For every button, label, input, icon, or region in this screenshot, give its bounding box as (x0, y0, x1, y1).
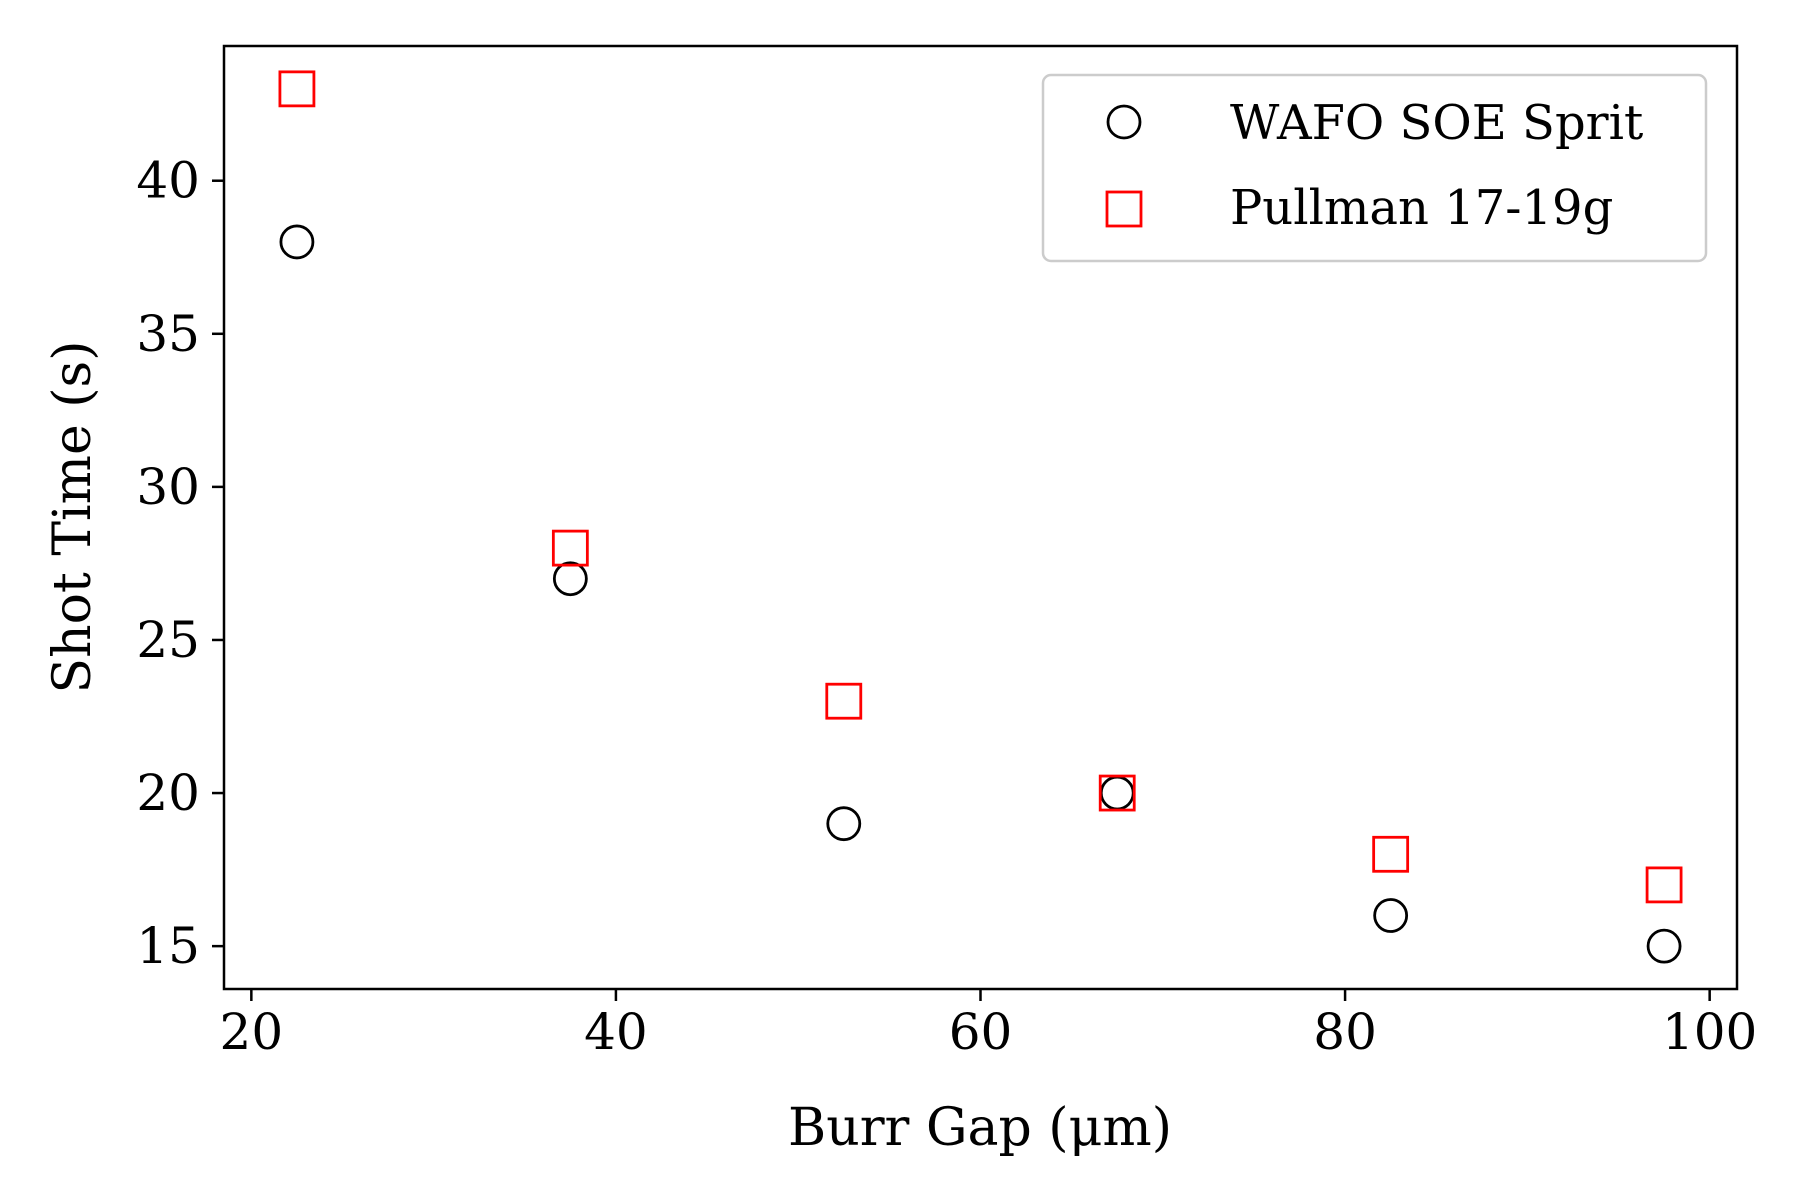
series-1-point (1645, 866, 1683, 904)
series-0-point (1373, 898, 1409, 933)
series-1-point (1098, 774, 1136, 812)
series-0-point (826, 806, 862, 842)
series-1-point (278, 70, 316, 108)
series-0-point (1099, 775, 1135, 811)
x-tick-label: 80 (1313, 1003, 1377, 1061)
legend-box (1041, 73, 1708, 263)
series-0-point (1646, 928, 1682, 964)
legend-marker-wafo (1106, 104, 1142, 140)
y-tick-label: 20 (136, 764, 200, 822)
y-tick-label: 25 (136, 611, 200, 669)
legend-marker-pullman (1105, 190, 1143, 228)
y-tick-label: 30 (136, 458, 200, 516)
x-tick-label: 20 (220, 1003, 284, 1061)
x-axis-label: Burr Gap (μm) (788, 1098, 1172, 1158)
legend: WAFO SOE Sprit Pullman 17-19g (1041, 73, 1708, 263)
series-0-point (279, 224, 315, 260)
x-axis-ticks: 20 40 60 80 100 (220, 989, 1757, 1061)
y-axis-label: Shot Time (s) (43, 340, 103, 693)
legend-label-wafo: WAFO SOE Sprit (1230, 95, 1643, 151)
series-1-point (825, 682, 863, 720)
series-0-point (552, 561, 588, 597)
series-1-point (1372, 835, 1410, 873)
data-points (278, 70, 1683, 964)
legend-label-pullman: Pullman 17-19g (1230, 180, 1613, 236)
x-tick-label: 60 (949, 1003, 1013, 1061)
y-tick-label: 35 (136, 305, 200, 363)
series-1-point (551, 529, 589, 567)
y-tick-label: 40 (136, 152, 200, 210)
y-tick-label: 15 (136, 917, 200, 975)
x-tick-label: 100 (1662, 1003, 1757, 1061)
y-axis-ticks: 15 20 25 30 35 40 (136, 152, 224, 975)
x-tick-label: 40 (584, 1003, 648, 1061)
